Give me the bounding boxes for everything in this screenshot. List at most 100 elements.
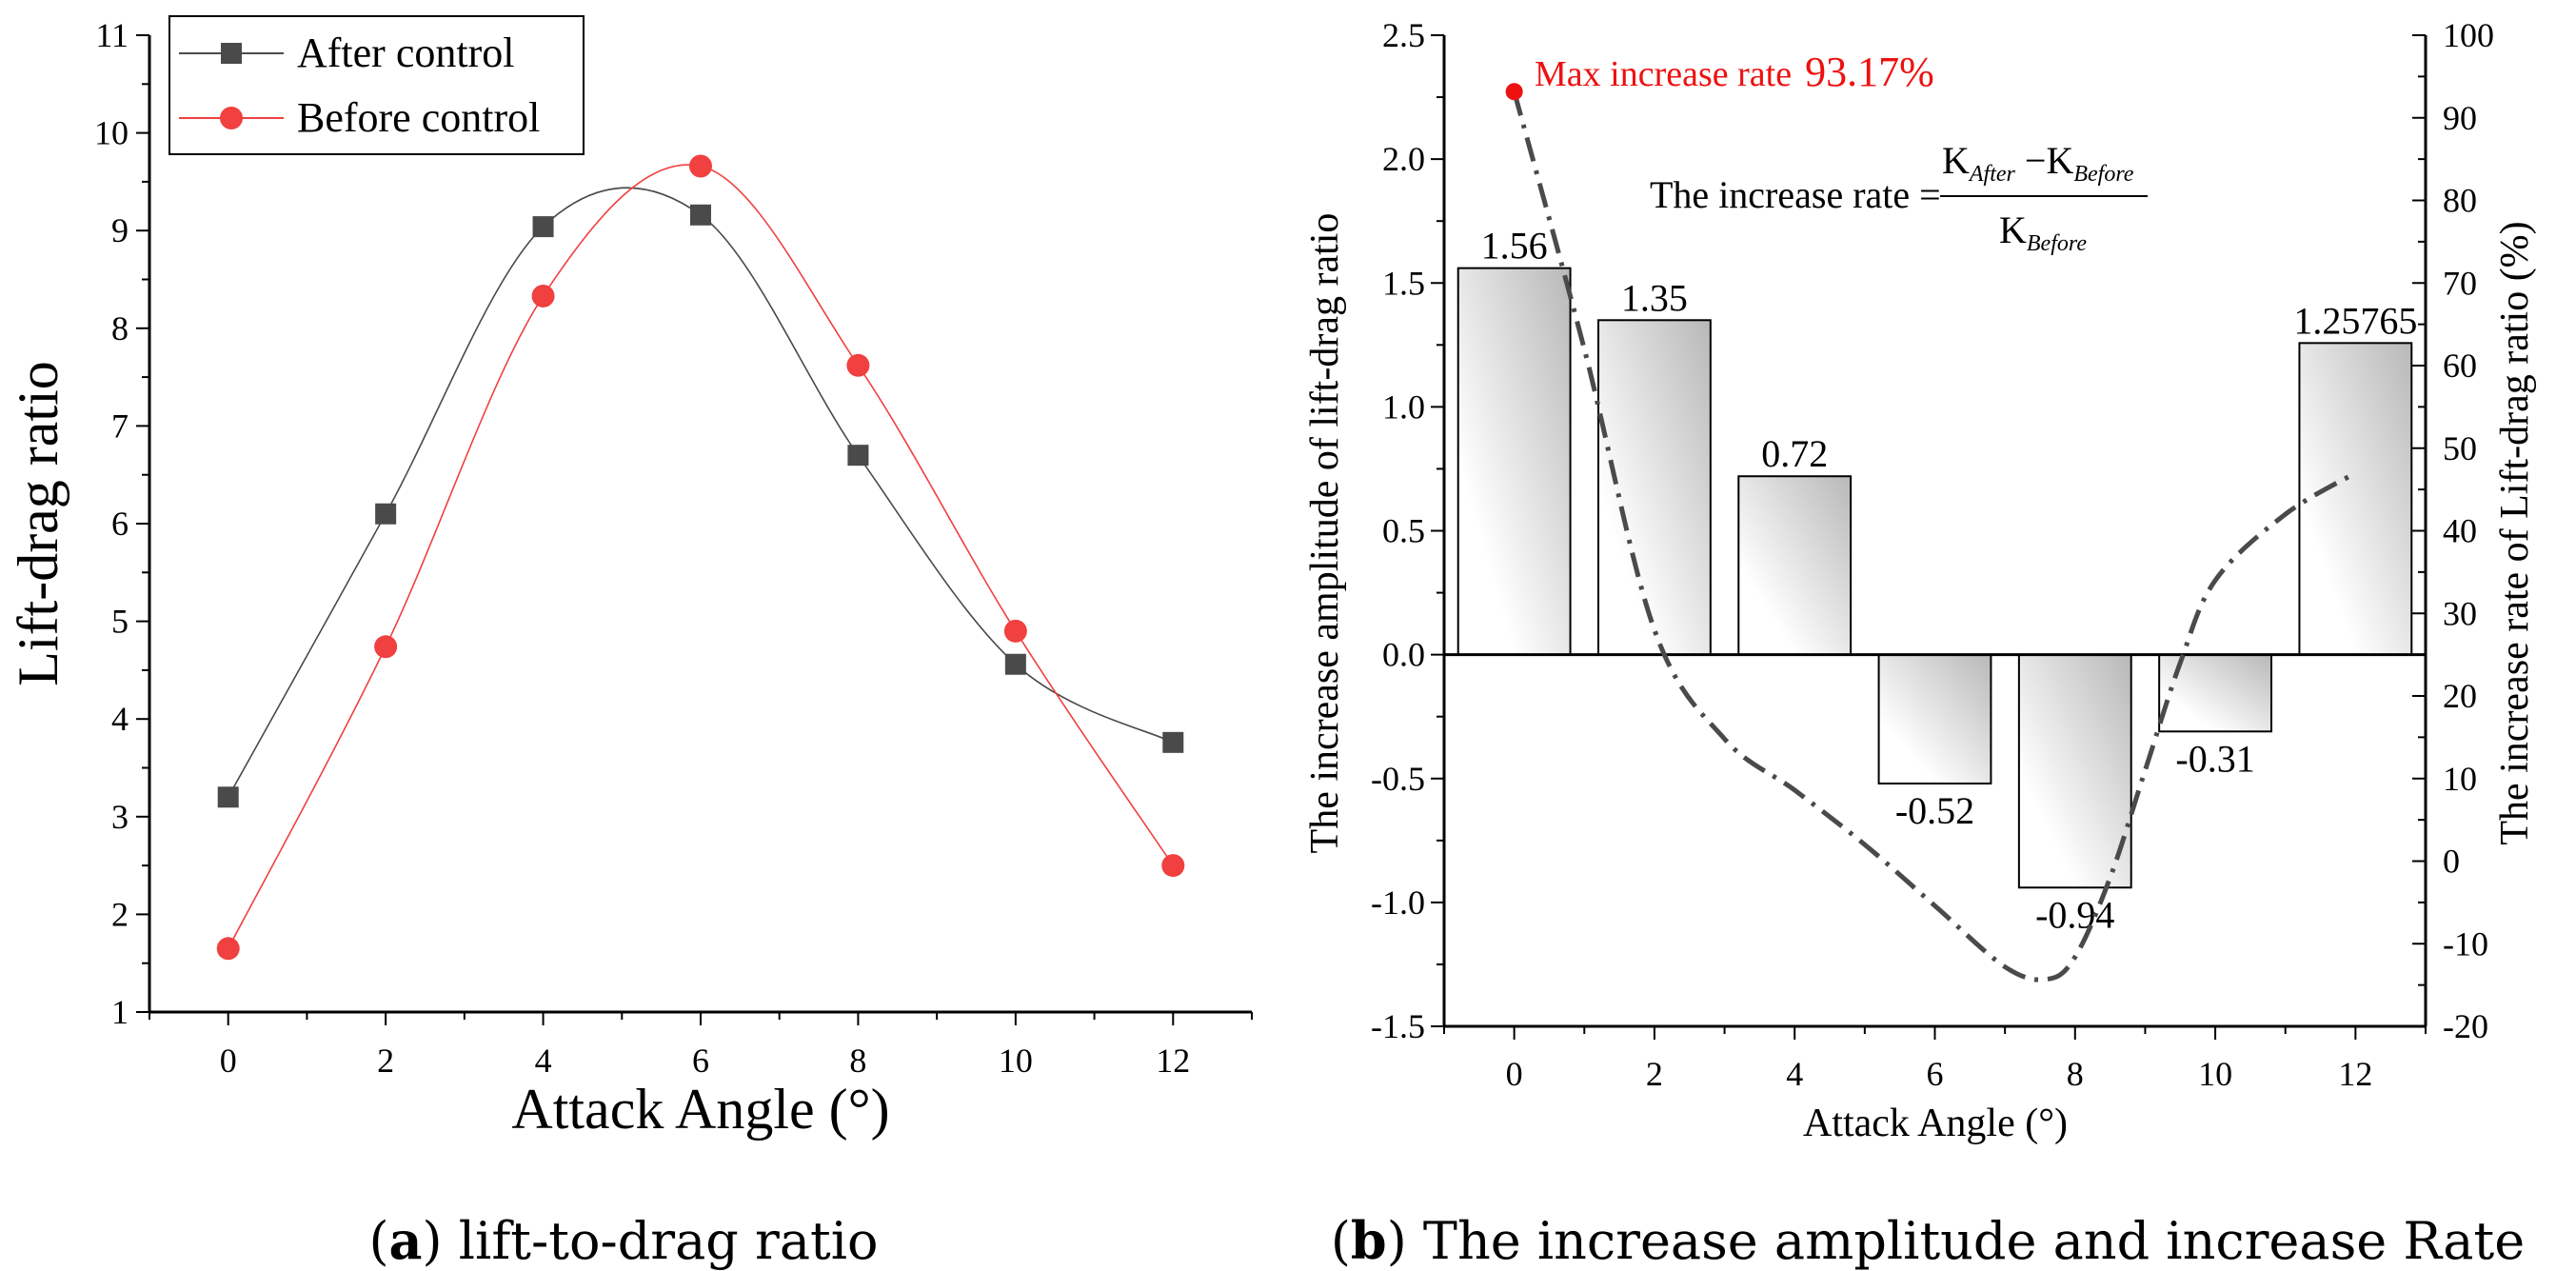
caption-letter-a: a: [389, 1210, 423, 1271]
max-rate-point: [1505, 83, 1523, 101]
x-tick-label: 8: [849, 1042, 866, 1080]
x-tick-label: 4: [1786, 1055, 1803, 1093]
right-y-tick-label: 80: [2443, 182, 2477, 220]
right-y-tick-label: 10: [2443, 760, 2477, 798]
x-tick-label: 0: [220, 1042, 237, 1080]
increase-rate-line: [1512, 90, 2357, 983]
formula-lhs: The increase rate =: [1650, 173, 1941, 216]
y-tick-label: 1.0: [1382, 387, 1425, 426]
right-y-tick-label: 0: [2443, 843, 2460, 881]
x-tick-label: 0: [1506, 1055, 1523, 1093]
y-tick-label: 8: [111, 309, 129, 348]
y-tick-label: 0.0: [1382, 636, 1425, 674]
x-tick-label: 6: [1927, 1055, 1944, 1093]
y-tick-label: 2.0: [1382, 140, 1425, 178]
panel-a-legend: After control Before control: [168, 15, 585, 155]
caption-text-b: The increase amplitude and increase Rate: [1423, 1211, 2525, 1271]
legend-label-before: Before control: [297, 94, 540, 141]
data-point-circle: [1003, 619, 1027, 643]
panel-a-y-axis-title: Lift-drag ratio: [7, 361, 69, 686]
data-point-circle: [216, 937, 240, 961]
y-tick-label: -1.5: [1371, 1007, 1425, 1045]
bar-value-label: 0.72: [1761, 432, 1828, 475]
panel-b-caption: (b) The increase amplitude and increase …: [1331, 1210, 2525, 1271]
bar-value-label: 1.56: [1481, 225, 1548, 268]
y-tick-label: 11: [95, 16, 129, 54]
series-line-after: [228, 187, 1174, 798]
bar: [2017, 653, 2132, 889]
y-tick-label: 10: [94, 114, 129, 152]
data-point-circle: [374, 635, 398, 659]
data-point-square: [532, 216, 554, 238]
x-tick-label: 10: [2198, 1055, 2232, 1093]
data-point-circle: [689, 154, 712, 178]
right-y-tick-label: 90: [2443, 99, 2477, 137]
y-tick-label: 4: [111, 700, 129, 738]
panel-b-right-y-axis-title: The increase rate of Lift-drag ratio (%): [2493, 221, 2537, 844]
x-tick-label: 8: [2067, 1055, 2084, 1093]
panel-b-increase-chart: 1.561.350.72-0.52-0.94-0.311.25765 -1.5-…: [1303, 16, 2537, 1271]
bar-value-label: 1.35: [1621, 276, 1688, 319]
bar: [1877, 653, 1992, 784]
legend-circle-marker: [220, 107, 243, 129]
right-y-tick-label: 70: [2443, 264, 2477, 302]
data-point-square: [1162, 731, 1184, 753]
bar-value-label: -0.52: [1895, 789, 1974, 832]
max-rate-annotation: Max increase rate 93.17%: [1535, 49, 1934, 95]
bar-value-label: 1.25765: [2293, 299, 2417, 342]
data-point-circle: [1161, 854, 1185, 878]
x-tick-label: 12: [1156, 1042, 1190, 1080]
x-tick-label: 12: [2338, 1055, 2372, 1093]
legend-square-marker: [221, 43, 242, 64]
y-tick-label: 3: [111, 798, 129, 836]
panel-b-x-axis-title: Attack Angle (°): [1803, 1102, 2068, 1145]
right-y-tick-label: 30: [2443, 594, 2477, 632]
bar: [2298, 342, 2413, 656]
y-tick-label: 7: [111, 407, 129, 445]
data-point-square: [690, 204, 711, 226]
y-tick-label: 1: [111, 993, 129, 1031]
data-point-circle: [531, 284, 555, 308]
bar: [1456, 267, 1572, 656]
right-y-tick-label: -10: [2443, 924, 2488, 963]
panel-b-y-axis-title: The increase amplitude of lift-drag rati…: [1303, 213, 1347, 854]
data-point-circle: [846, 353, 870, 377]
legend-label-after: After control: [297, 30, 514, 76]
caption-text-a: lift-to-drag ratio: [459, 1211, 879, 1271]
x-tick-label: 2: [1646, 1055, 1663, 1093]
y-tick-label: 1.5: [1382, 264, 1425, 302]
right-y-tick-label: 40: [2443, 512, 2477, 550]
panel-a-x-axis-title: Attack Angle (°): [511, 1078, 889, 1141]
legend-box: [168, 15, 585, 155]
panel-a-series: [216, 154, 1185, 961]
y-tick-label: -1.0: [1371, 884, 1425, 922]
bar: [1737, 475, 1853, 656]
right-y-tick-label: 50: [2443, 429, 2477, 467]
right-y-tick-label: 100: [2443, 16, 2494, 54]
data-point-square: [847, 445, 869, 467]
right-y-tick-label: -20: [2443, 1007, 2488, 1045]
caption-letter-b: b: [1351, 1210, 1387, 1271]
right-y-tick-label: 20: [2443, 677, 2477, 715]
data-point-square: [375, 503, 397, 525]
data-point-square: [217, 786, 239, 808]
bar-value-label: -0.31: [2175, 737, 2254, 780]
y-tick-label: 2.5: [1382, 16, 1425, 54]
right-y-tick-label: 60: [2443, 347, 2477, 385]
panel-b-axes: -1.5 -1.0 -0.5 0.0 0.5 1.0 1.5 2.0 2.5 -20 -10 0 10 2…: [1371, 16, 2494, 1093]
series-line-before: [228, 164, 1174, 949]
y-tick-label: -0.5: [1371, 760, 1425, 798]
x-tick-label: 6: [692, 1042, 709, 1080]
formula-denominator: KBefore: [1999, 209, 2087, 256]
bar: [2158, 653, 2272, 733]
y-tick-label: 9: [111, 211, 129, 249]
x-tick-label: 4: [535, 1042, 552, 1080]
increase-rate-formula: The increase rate = KAfter −KBefore KBefo…: [1650, 139, 2148, 256]
x-tick-label: 2: [377, 1042, 394, 1080]
data-point-square: [1004, 653, 1026, 675]
bar: [1597, 319, 1712, 656]
panel-b-bars: 1.561.350.72-0.52-0.94-0.311.25765: [1456, 225, 2417, 936]
